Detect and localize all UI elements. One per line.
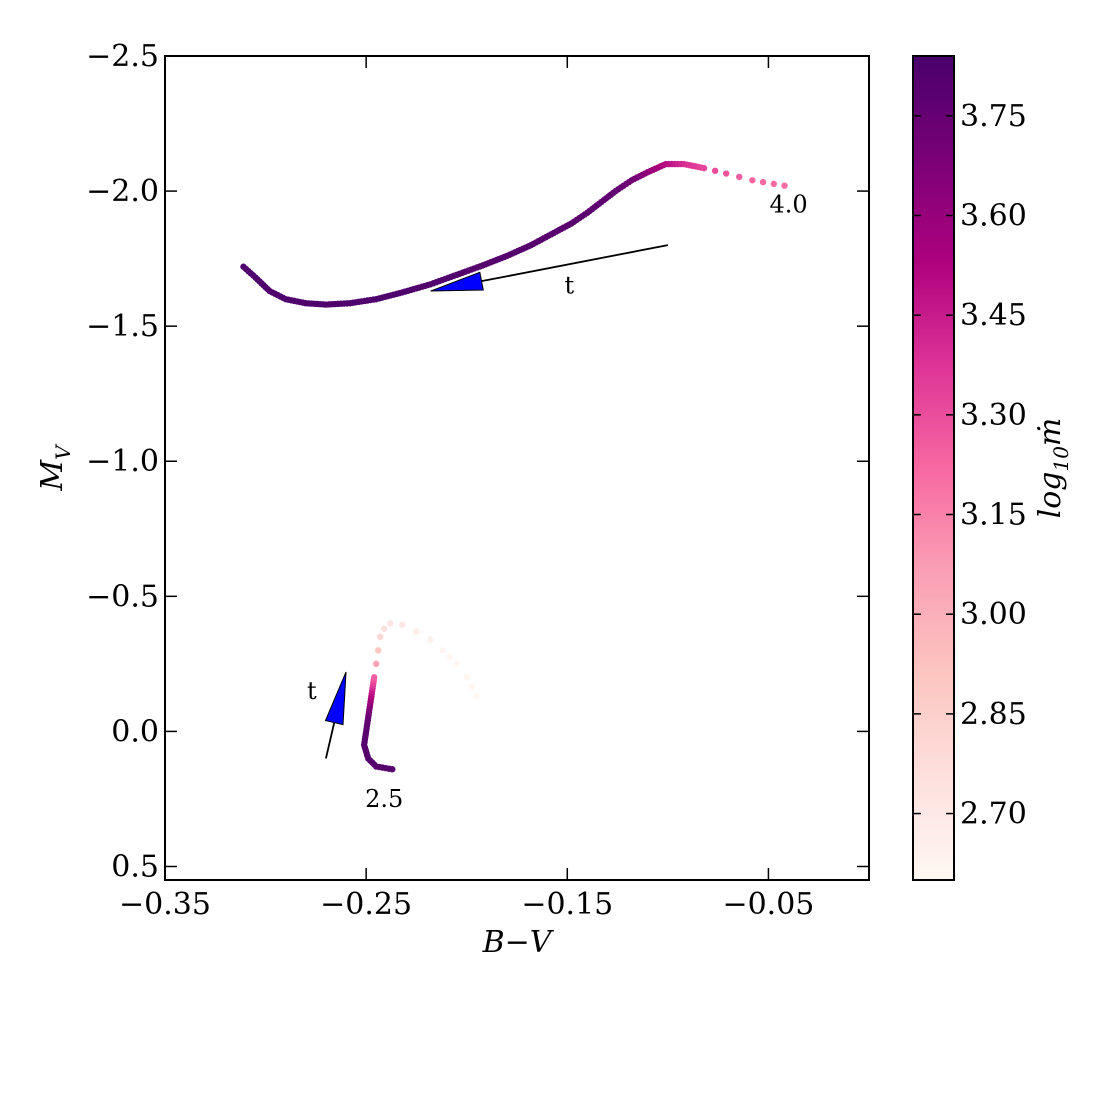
annotation-label: t (564, 272, 574, 300)
arrow-shaft (325, 722, 336, 759)
data-point (375, 647, 382, 654)
x-tick-label: −0.35 (119, 887, 211, 922)
data-point (387, 620, 394, 627)
arrow-shaft (481, 244, 669, 283)
y-tick-label: 0.0 (111, 714, 159, 749)
colorbar-tick-label: 3.30 (960, 398, 1027, 433)
x-tick-label: −0.05 (722, 887, 814, 922)
colorbar-tick-label: 3.15 (960, 498, 1027, 533)
y-tick-label: −2.5 (86, 39, 159, 74)
data-point (700, 164, 708, 172)
annotation-label: t (307, 677, 317, 705)
annotation-label: 2.5 (365, 785, 403, 813)
plot-frame (164, 55, 870, 881)
x-tick-label: −0.15 (521, 887, 613, 922)
data-point (370, 674, 378, 681)
colorbar-tick-label: 3.45 (960, 298, 1027, 333)
data-point (381, 625, 388, 632)
y-tick-label: −0.5 (86, 579, 159, 614)
colorbar-ticks: 2.70 2.85 3.00 3.15 3.30 3.45 3.60 3.75 (913, 99, 1027, 832)
colorbar-tick-label: 2.85 (960, 697, 1027, 732)
colorbar-tick-label: 2.70 (960, 797, 1027, 832)
data-point (473, 693, 480, 700)
data-point (453, 660, 460, 668)
data-point (427, 636, 434, 643)
data-point (446, 653, 453, 661)
data-point (377, 633, 384, 641)
annotations: 4.0 2.5 t t (307, 191, 808, 813)
data-point (468, 683, 475, 691)
x-axis-title: B−V (482, 925, 555, 960)
data-point (399, 621, 406, 628)
x-tick-label: −0.25 (320, 887, 412, 922)
data-point (439, 647, 446, 654)
data-point (781, 182, 788, 189)
colorbar-title: log10ṁ (1033, 418, 1073, 519)
y-tick-label: −1.5 (86, 309, 159, 344)
data-point (373, 660, 380, 668)
data-point (711, 167, 719, 175)
data-point (463, 674, 470, 681)
y-axis-title: MV (35, 443, 75, 492)
y-tick-label: −1.0 (86, 444, 159, 479)
data-point (759, 178, 767, 186)
colorbar-tick-label: 3.75 (960, 99, 1027, 134)
data-point (413, 628, 420, 635)
colorbar-tick-label: 3.00 (960, 597, 1027, 632)
arrow-head (430, 271, 484, 292)
data-point (736, 173, 743, 181)
annotation-label: 4.0 (769, 191, 807, 219)
data-point (722, 170, 730, 177)
y-tick-label: 0.5 (111, 849, 159, 884)
y-tick-label: −2.0 (86, 174, 159, 209)
colorbar-tick-label: 3.60 (960, 198, 1027, 233)
colorbar (912, 55, 955, 881)
data-points (240, 160, 788, 773)
axes: −0.35 −0.25 −0.15 −0.05 −2.5 −2.0 −1.5 −1.0 −0.5… (86, 39, 869, 922)
arrow-head (324, 671, 347, 726)
data-point (749, 177, 756, 184)
data-point (770, 180, 777, 188)
